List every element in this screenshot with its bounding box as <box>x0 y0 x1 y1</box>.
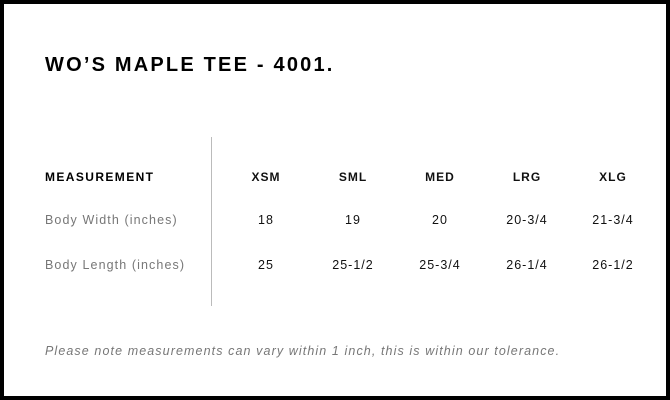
table-cell: 26-1/2 <box>592 258 634 272</box>
table-cell: 20 <box>432 213 448 227</box>
table-cell: 20-3/4 <box>506 213 548 227</box>
row-label-body-length: Body Length (inches) <box>45 258 186 272</box>
size-header: LRG <box>512 170 542 184</box>
table-cell: 25 <box>258 258 274 272</box>
size-header: XSM <box>251 170 281 184</box>
table-cell: 19 <box>345 213 361 227</box>
tolerance-note: Please note measurements can vary within… <box>45 344 561 358</box>
table-cell: 26-1/4 <box>506 258 548 272</box>
table-cell: 25-1/2 <box>332 258 374 272</box>
row-label-body-width: Body Width (inches) <box>45 213 178 227</box>
page-title: WO’S MAPLE TEE - 4001. <box>45 54 335 76</box>
size-header: XLG <box>599 170 627 184</box>
column-divider <box>211 137 212 306</box>
table-cell: 21-3/4 <box>592 213 634 227</box>
table-cell: 25-3/4 <box>419 258 461 272</box>
measurement-header: MEASUREMENT <box>45 170 155 184</box>
size-header: MED <box>425 170 455 184</box>
size-chart-card: WO’S MAPLE TEE - 4001. MEASUREMENT Body … <box>4 4 666 396</box>
table-cell: 18 <box>258 213 274 227</box>
size-header: SML <box>338 170 368 184</box>
